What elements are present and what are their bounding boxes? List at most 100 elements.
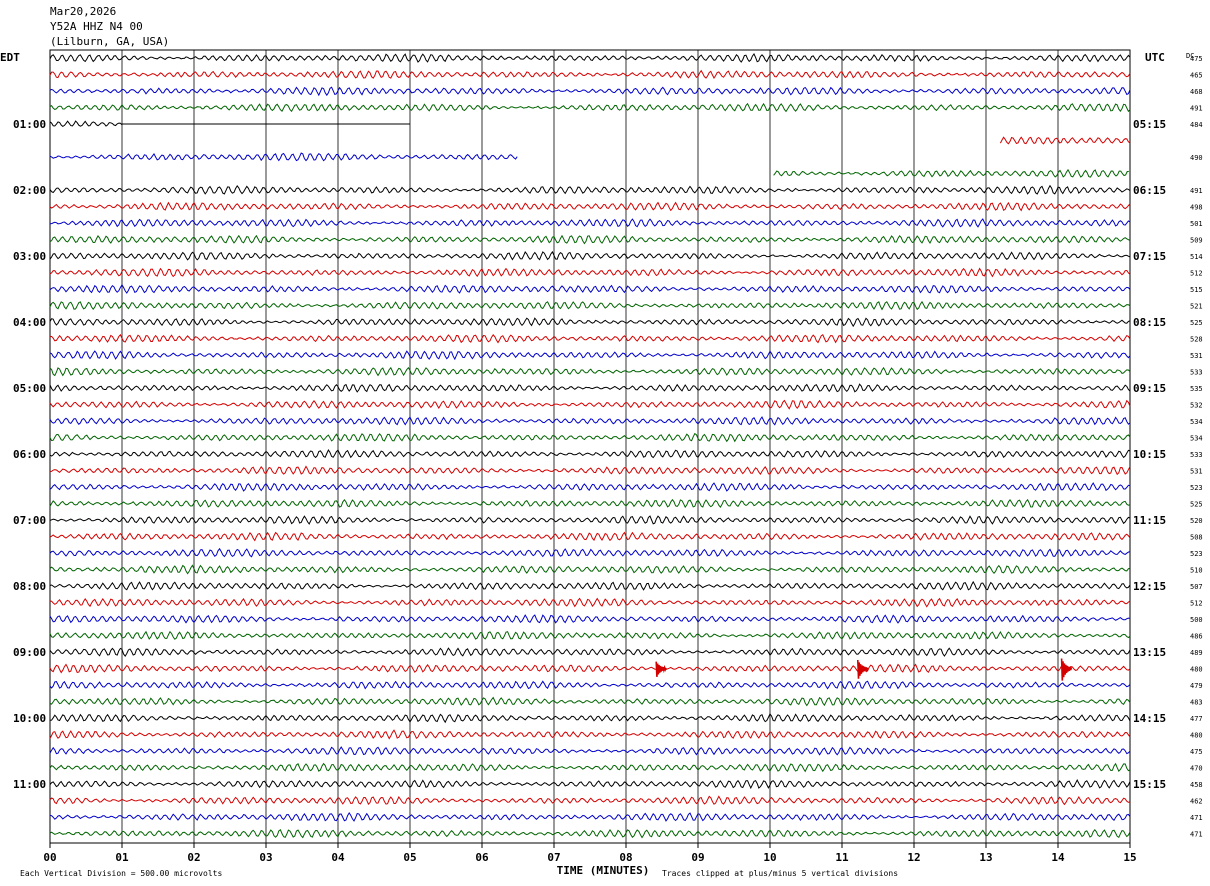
dc-offset-label: 486 <box>1190 633 1203 641</box>
dc-offset-label: 490 <box>1190 154 1203 162</box>
seismic-trace-row <box>773 168 1129 178</box>
x-tick-label: 02 <box>187 851 200 864</box>
edt-time-label: 10:00 <box>13 712 46 725</box>
utc-time-label: 11:15 <box>1133 514 1166 527</box>
edt-time-label: 05:00 <box>13 382 46 395</box>
dc-offset-label: 477 <box>1190 715 1203 723</box>
seismic-trace-row <box>49 250 1131 261</box>
seismic-trace-row <box>49 795 1131 806</box>
seismic-trace-row <box>49 713 1131 724</box>
utc-time-label: 14:15 <box>1133 712 1166 725</box>
dc-offset-label: 475 <box>1190 55 1203 63</box>
seismic-trace-row <box>49 350 1131 361</box>
seismic-trace-row <box>49 580 1131 591</box>
dc-offset-label: 458 <box>1190 781 1203 789</box>
dc-offset-label: 508 <box>1190 534 1203 542</box>
header-station: Y52A HHZ N4 00 <box>50 20 143 33</box>
seismic-trace-row <box>49 515 1131 525</box>
seismic-trace-row <box>49 300 1131 311</box>
dc-offset-label: 471 <box>1190 831 1203 839</box>
seismic-trace-row <box>49 647 1131 657</box>
x-tick-label: 05 <box>403 851 416 864</box>
seismic-trace-row <box>49 399 1131 410</box>
seismic-trace-row <box>49 267 1131 278</box>
seismic-trace-row <box>49 547 1131 558</box>
x-tick-label: 00 <box>43 851 56 864</box>
seismic-trace-row <box>49 283 1131 294</box>
x-tick-label: 14 <box>1051 851 1065 864</box>
edt-time-label: 07:00 <box>13 514 46 527</box>
dc-offset-label: 525 <box>1190 501 1203 509</box>
dc-offset-label: 491 <box>1190 105 1203 113</box>
seismic-trace-row <box>49 152 518 162</box>
edt-time-label: 06:00 <box>13 448 46 461</box>
seismic-trace-row <box>49 465 1131 476</box>
utc-time-label: 06:15 <box>1133 184 1166 197</box>
utc-time-label: 05:15 <box>1133 118 1166 131</box>
dc-offset-label: 479 <box>1190 682 1203 690</box>
dc-offset-label: 480 <box>1190 732 1203 740</box>
seismic-trace-row <box>49 746 1131 756</box>
seismic-trace-row <box>49 614 1131 624</box>
seismic-trace-row <box>49 448 1131 459</box>
seismic-trace-row <box>49 498 1131 509</box>
axis-labels: 00 01 02 03 04 05 06 07 08 09 10 11 12 13 14 15 EDT UTC DC… <box>0 51 1203 878</box>
dc-offset-label: 500 <box>1190 616 1203 624</box>
seismic-trace-row <box>49 482 1131 492</box>
seismic-trace-row <box>49 630 1131 640</box>
seismic-trace-row <box>49 234 1131 245</box>
seismic-trace-row <box>49 120 123 128</box>
seismic-trace-row <box>49 317 1131 328</box>
edt-time-label: 04:00 <box>13 316 46 329</box>
dc-offset-label: 512 <box>1190 600 1203 608</box>
dc-offset-label: 510 <box>1190 567 1203 575</box>
seismic-event-burst <box>857 659 869 679</box>
seismic-trace-row <box>49 811 1131 822</box>
edt-time-label: 02:00 <box>13 184 46 197</box>
seismic-trace-row <box>49 432 1131 443</box>
seismic-trace-row <box>49 102 1131 113</box>
seismic-trace-row <box>49 383 1131 393</box>
utc-time-label: 09:15 <box>1133 382 1166 395</box>
seismic-trace-row <box>49 597 1131 608</box>
dc-offset-label: 528 <box>1190 336 1203 344</box>
dc-offset-label: 475 <box>1190 748 1203 756</box>
edt-time-label: 01:00 <box>13 118 46 131</box>
edt-time-label: 03:00 <box>13 250 46 263</box>
x-tick-label: 12 <box>907 851 920 864</box>
dc-offset-label: 483 <box>1190 699 1203 707</box>
seismic-trace-row <box>49 828 1131 839</box>
dc-offset-label: 489 <box>1190 649 1203 657</box>
dc-offset-label: 462 <box>1190 798 1203 806</box>
x-tick-label: 01 <box>115 851 129 864</box>
dc-offset-label: 534 <box>1190 435 1203 443</box>
seismic-trace-row <box>49 779 1131 790</box>
dc-offset-label: 480 <box>1190 666 1203 674</box>
x-tick-label: 13 <box>979 851 992 864</box>
seismic-trace-row <box>49 184 1131 195</box>
dc-offset-label: 520 <box>1190 517 1203 525</box>
dc-offset-label: 531 <box>1190 352 1203 360</box>
x-tick-label: 09 <box>691 851 704 864</box>
seismic-trace-row <box>49 696 1131 707</box>
dc-offset-label: 533 <box>1190 451 1203 459</box>
left-axis-title: EDT <box>0 51 20 64</box>
plot-grid <box>49 49 1131 848</box>
dc-offset-label: 515 <box>1190 286 1203 294</box>
dc-offset-label: 470 <box>1190 765 1203 773</box>
header-date: Mar20,2026 <box>50 5 117 18</box>
dc-offset-label: 484 <box>1190 121 1203 129</box>
seismic-trace-row <box>49 531 1131 542</box>
seismic-trace-row <box>49 663 1131 674</box>
dc-offset-label: 525 <box>1190 319 1203 327</box>
seismic-event-burst <box>1060 658 1073 681</box>
seismic-trace-row <box>49 564 1131 575</box>
utc-time-label: 13:15 <box>1133 646 1166 659</box>
dc-offset-label: 523 <box>1190 550 1203 558</box>
seismic-trace-row <box>49 366 1131 377</box>
edt-time-label: 08:00 <box>13 580 46 593</box>
seismic-trace-row <box>999 136 1131 145</box>
dc-offset-label: 501 <box>1190 220 1203 228</box>
dc-offset-label: 514 <box>1190 253 1203 261</box>
dc-offset-label: 498 <box>1190 204 1203 212</box>
